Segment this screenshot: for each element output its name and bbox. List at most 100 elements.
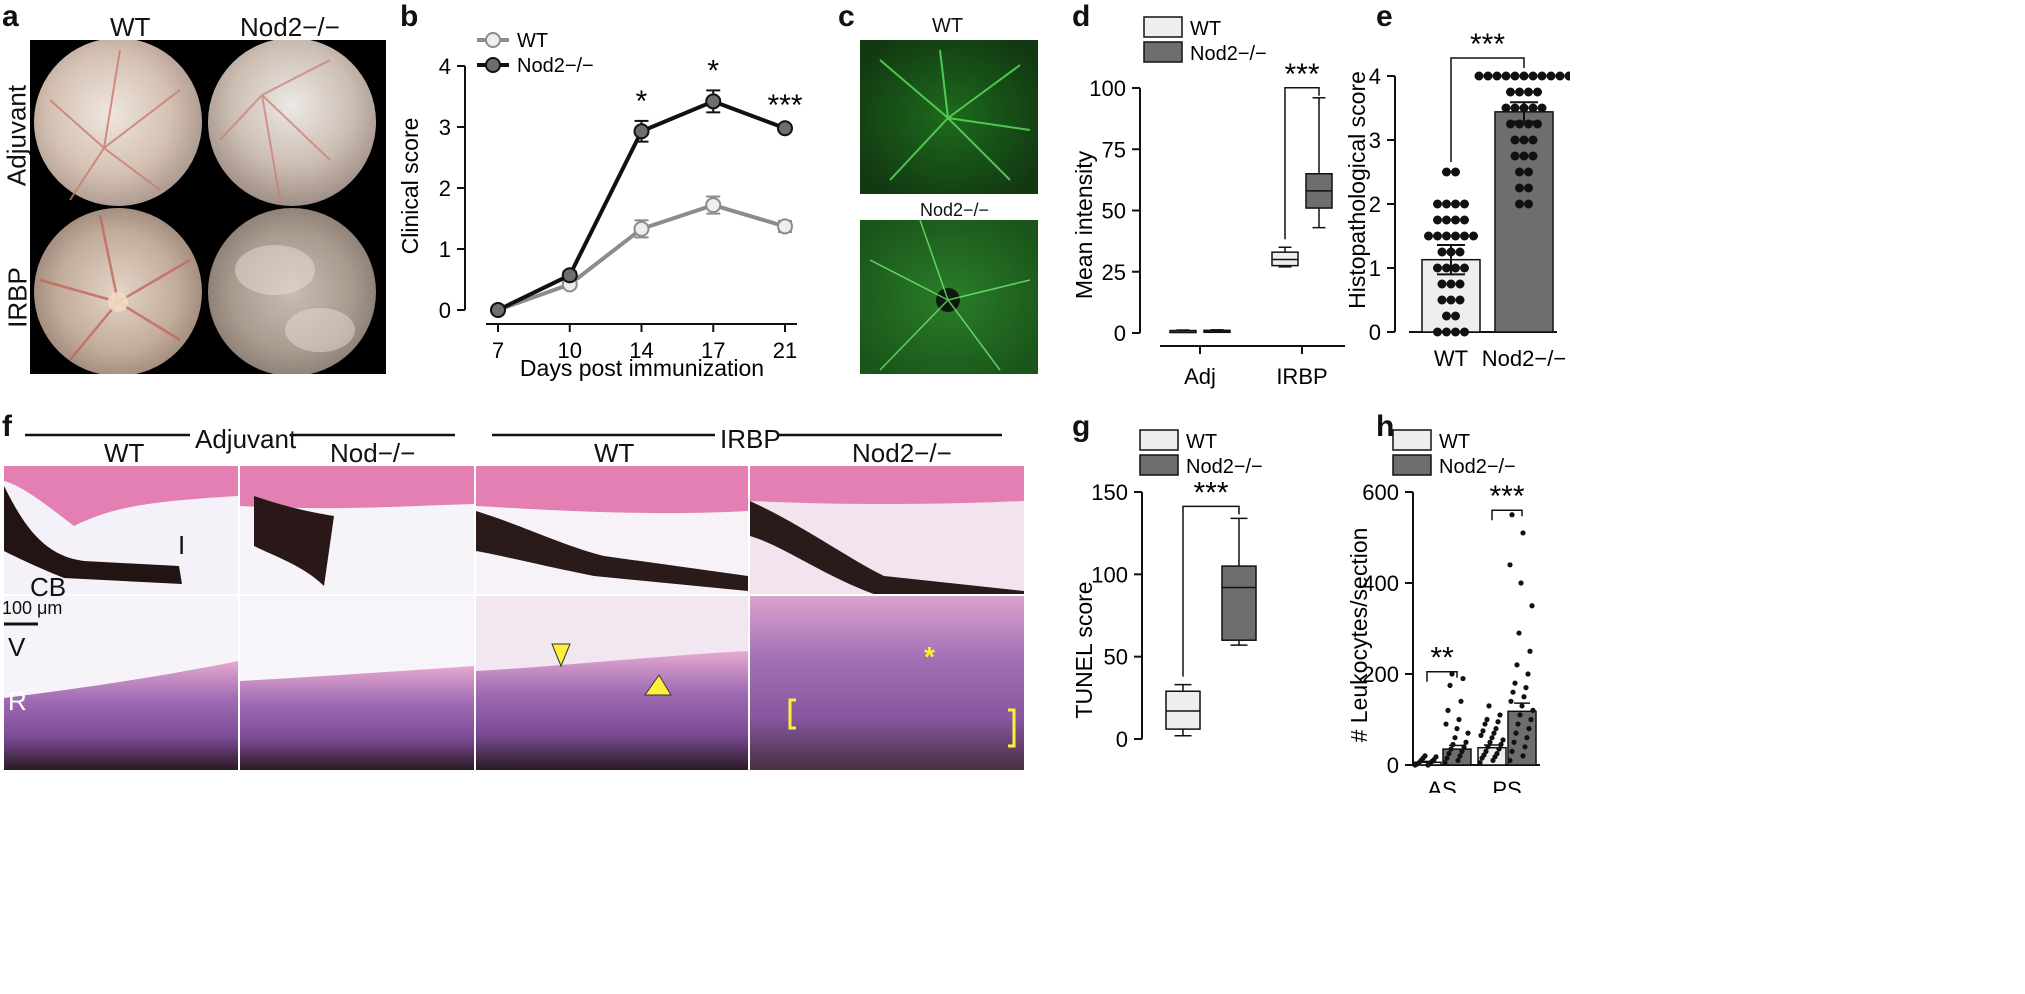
chart-b-xtick-label: 7 [492, 338, 504, 363]
chart-e: 0 1 2 3 4 WT Nod2−/− *** Histopathological scor… [1345, 30, 1570, 371]
chart-h-point [1522, 744, 1528, 750]
chart-e-ytick-label: 0 [1369, 320, 1381, 345]
chart-b-xtick-label: 10 [558, 338, 582, 363]
chart-e-point [1451, 199, 1460, 209]
chart-h-point [1445, 707, 1451, 713]
chart-d-xtick-label: Adj [1184, 364, 1216, 389]
chart-h-point [1422, 753, 1428, 759]
annotation-v: V [8, 632, 26, 662]
chart-g-sig-marker: *** [1193, 476, 1228, 509]
chart-g-ytick-label: 50 [1104, 645, 1128, 670]
panel-f-col-wt-adj: WT [104, 438, 145, 468]
chart-e-point [1442, 167, 1451, 177]
fundus-wt-irbp [34, 208, 202, 374]
chart-g-box [1221, 565, 1257, 641]
chart-e-point [1442, 231, 1451, 241]
chart-h-xtick-label: AS [1427, 777, 1456, 793]
chart-e-point [1437, 279, 1447, 289]
histology-nod2-irbp-top [750, 466, 1024, 594]
chart-e-point [1528, 103, 1538, 113]
panel-letter-g: g [1072, 410, 1091, 443]
chart-e-point [1451, 327, 1460, 337]
legend-swatch-0 [1392, 429, 1432, 451]
chart-e-point [1510, 71, 1520, 81]
panel-letter-b: b [400, 0, 419, 33]
chart-h-point [1443, 721, 1449, 727]
chart-e-point [1515, 87, 1524, 97]
chart-h-sig-bracket [1491, 509, 1523, 521]
chart-d-ylabel: Mean intensity [1071, 150, 1097, 299]
panel-c-top-label: WT [932, 15, 964, 37]
chart-h-point [1513, 730, 1519, 736]
chart-h-sig-marker: *** [1489, 480, 1524, 513]
panel-a-row-irbp: IRBP [2, 267, 33, 328]
chart-d-ytick-label: 0 [1114, 321, 1126, 346]
chart-b-ytick-label: 4 [439, 54, 451, 79]
chart-h-point [1448, 746, 1454, 752]
chart-e-point [1528, 135, 1538, 145]
chart-g-ytick-label: 100 [1091, 562, 1128, 587]
chart-h-ytick-label: 0 [1387, 753, 1399, 778]
chart-h-point [1516, 630, 1522, 636]
chart-e-point [1446, 295, 1456, 305]
chart-b-ytick-label: 0 [439, 298, 451, 323]
panel-f-headers [25, 433, 1002, 437]
chart-b-legend-label: WT [517, 30, 548, 52]
chart-h-point [1433, 754, 1439, 760]
chart-g-box [1165, 690, 1201, 730]
legend-swatch-1 [1143, 41, 1183, 63]
chart-e-point [1437, 295, 1447, 305]
chart-e-point [1515, 199, 1524, 209]
chart-b-sig-marker: *** [767, 89, 802, 122]
chart-b-legend-marker [485, 32, 501, 48]
panel-f-col-nod2-irbp: Nod2−/− [852, 438, 952, 468]
chart-g-ytick-label: 0 [1116, 727, 1128, 752]
fundus-image-grid [30, 40, 386, 374]
legend-swatch-1 [1392, 454, 1432, 476]
chart-e-point [1424, 231, 1433, 241]
chart-h-point [1515, 721, 1521, 727]
chart-e-point [1433, 327, 1442, 337]
histology-wt-adjuvant-bottom [4, 596, 238, 770]
chart-b-xtick-label: 21 [773, 338, 797, 363]
chart-e-point [1519, 71, 1529, 81]
chart-b-sig-marker: * [707, 54, 719, 87]
chart-h-point [1511, 739, 1517, 745]
chart-e-point [1433, 199, 1442, 209]
legend-label-1: Nod2−/− [1190, 43, 1267, 65]
histology-nod-adjuvant-bottom [240, 596, 474, 770]
fluorescence-wt-vessels [860, 40, 1038, 194]
chart-h-point [1452, 735, 1458, 741]
chart-e-ytick-label: 1 [1369, 256, 1381, 281]
chart-g-sig-bracket [1182, 505, 1240, 677]
histology-wt-irbp-top [476, 466, 748, 594]
chart-h-point [1521, 694, 1527, 700]
chart-e-point [1455, 279, 1465, 289]
panel-a-row-adjuvant: Adjuvant [1, 84, 32, 187]
fundus-images [34, 40, 376, 374]
fluorescence-image-wt [860, 40, 1038, 194]
chart-b-point [561, 267, 578, 284]
chart-h-ytick-label: 600 [1362, 480, 1399, 505]
chart-h-point [1491, 730, 1497, 736]
panel-f-group-adjuvant: Adjuvant [195, 424, 297, 454]
chart-e-point [1537, 71, 1547, 81]
chart-b-point [633, 220, 650, 237]
panel-f-col-wt-irbp: WT [594, 438, 635, 468]
chart-e-xtick-label: WT [1434, 346, 1468, 371]
chart-h-point [1477, 760, 1483, 766]
chart-h-point [1527, 648, 1533, 654]
chart-b-point [490, 302, 506, 318]
chart-e-point [1515, 167, 1524, 177]
chart-e-point [1442, 215, 1451, 225]
chart-h-point [1447, 682, 1453, 688]
chart-h-point [1484, 716, 1490, 723]
annotation-cb: CB [30, 572, 67, 602]
chart-e-point [1474, 71, 1484, 81]
chart-h-point [1498, 741, 1504, 748]
legend-swatch-0 [1139, 429, 1179, 451]
chart-e-point [1442, 327, 1451, 337]
chart-h-point [1483, 748, 1489, 754]
panel-a-col-wt: WT [110, 12, 151, 42]
chart-b-ylabel: Clinical score [397, 118, 423, 255]
